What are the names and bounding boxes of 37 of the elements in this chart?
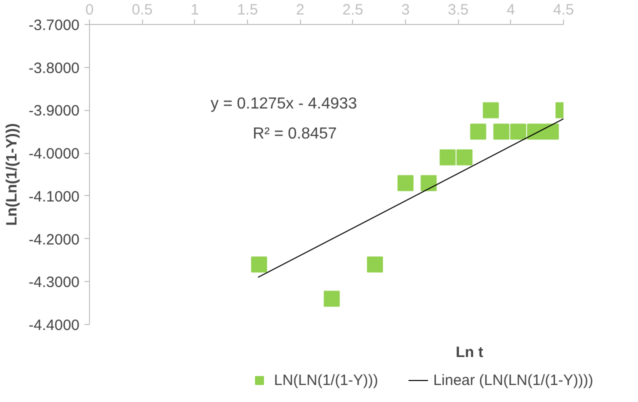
annotation: R² = 0.8457 [252,125,337,142]
point [493,124,510,140]
point [366,256,383,272]
point [398,175,414,192]
y-tick-label: -4.1000 [28,188,80,206]
x-tick-label: 1.5 [237,2,258,18]
x-tick-label: 4.5 [553,2,574,18]
y-tick-label: -4.4000 [28,317,80,334]
point [510,124,526,140]
x-tick-label: 2.5 [342,2,364,18]
x-tick-label: 0 [85,2,94,18]
point [324,290,340,307]
annotation: y = 0.1275x - 4.4933 [210,95,358,112]
y-tick-label: -3.9000 [28,102,80,120]
point [527,124,544,140]
point [456,149,472,166]
legend-label: LN(LN(1/(1-Y))) [274,372,378,388]
point [420,175,437,192]
y-tick-label: -3.7000 [28,17,80,34]
y-tick-label: -4.0000 [28,146,80,163]
y-tick-label: -4.3000 [28,274,80,292]
x-tick-label: 3 [401,2,410,18]
y-tick-label: -4.2000 [28,231,80,248]
point [251,256,268,272]
point [482,102,499,118]
point [470,124,486,140]
point [440,149,456,166]
x-tick-label: 4 [506,2,516,18]
point [542,124,559,140]
x-tick-label: 3.5 [448,2,469,18]
y-axis-title: Ln(Ln(1/(1-Y))) [4,123,21,226]
x-tick-label: 1 [190,2,200,18]
x-tick-label: 0.5 [132,2,153,18]
x-axis-title: Ln t [456,344,484,361]
x-tick-label: 2 [296,2,304,18]
legend-label: Linear (LN(LN(1/(1-Y)))) [433,372,594,388]
y-tick-label: -3.8000 [28,60,80,77]
